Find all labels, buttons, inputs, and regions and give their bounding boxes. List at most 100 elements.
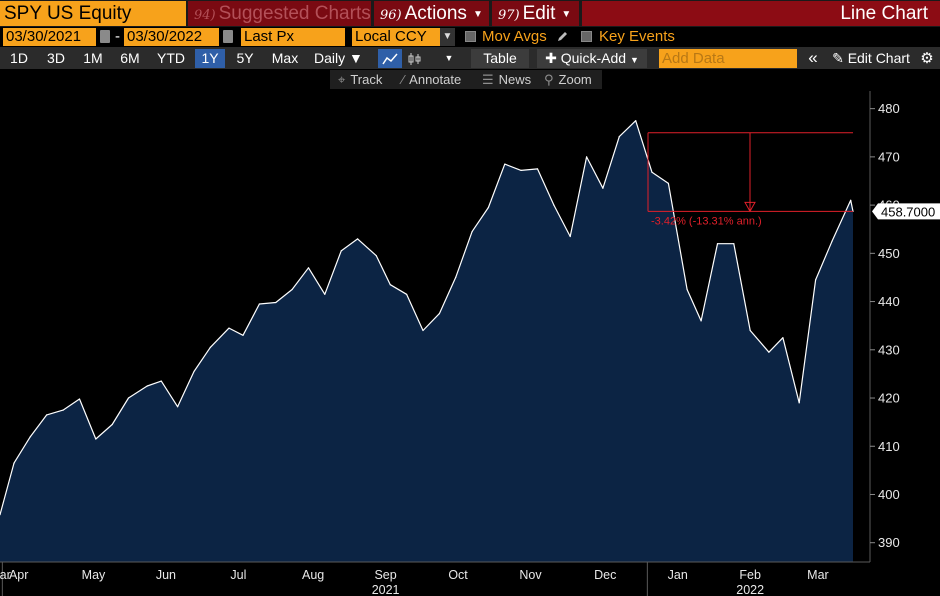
data-point — [146, 385, 148, 387]
data-point — [307, 267, 310, 269]
period-5y[interactable]: 5Y — [236, 50, 254, 66]
data-point — [291, 288, 293, 291]
start-date-field[interactable]: 03/30/2021 — [3, 28, 96, 46]
period-1y[interactable]: 1Y — [195, 49, 225, 68]
chart-type-dropdown[interactable]: ▼ — [444, 53, 454, 63]
candlestick-icon[interactable] — [403, 49, 427, 68]
data-point — [111, 423, 113, 426]
frequency-select[interactable]: Daily ▼ — [309, 49, 371, 68]
y-axis: 390400410420430440450460470480458.7000 — [869, 91, 940, 562]
quick-add-label: Quick-Add — [560, 50, 627, 66]
y-tick-label: 390 — [878, 535, 900, 550]
data-point — [406, 293, 408, 295]
price-chart[interactable]: 390400410420430440450460470480458.7000 M… — [0, 91, 940, 596]
mov-avgs-checkbox[interactable] — [465, 31, 476, 42]
period-max[interactable]: Max — [271, 50, 299, 66]
data-point — [733, 243, 735, 245]
annotate-icon: ∕ — [402, 72, 405, 87]
data-point — [553, 204, 555, 206]
suggested-charts-number: 94) — [194, 8, 216, 23]
track-tool[interactable]: ⌖ Track — [338, 70, 382, 89]
news-icon: ☰ — [482, 72, 494, 87]
x-tick-label: Jun — [156, 568, 176, 582]
parameter-bar: 03/30/2021 - 03/30/2022 Last Px Local CC… — [0, 27, 940, 47]
edit-chart-label: Edit Chart — [847, 50, 910, 66]
y-tick-label: 450 — [878, 246, 900, 261]
chart-tools-bar: ⌖ Track ∕ Annotate ☰ News ⚲ Zoom — [0, 69, 940, 91]
end-date-field[interactable]: 03/30/2022 — [124, 28, 219, 46]
zoom-icon: ⚲ — [544, 72, 554, 87]
actions-label: Actions — [404, 3, 467, 24]
y-tick-label: 410 — [878, 439, 900, 454]
last-price-label: 458.7000 — [881, 204, 935, 219]
y-tick-label: 400 — [878, 487, 900, 502]
data-point — [798, 402, 800, 404]
period-3d[interactable]: 3D — [47, 50, 65, 66]
data-point — [831, 240, 833, 242]
x-year-label: 2022 — [736, 583, 764, 596]
edit-chart-button[interactable]: ✎ Edit Chart — [828, 49, 914, 68]
x-year-label: 2021 — [372, 583, 400, 596]
data-point — [602, 187, 604, 189]
data-point — [536, 168, 539, 170]
news-tool[interactable]: ☰ News — [482, 70, 531, 89]
security-ticker[interactable]: SPY US Equity — [0, 1, 186, 26]
currency-select[interactable]: Local CCY — [352, 28, 440, 46]
title-bar: SPY US Equity 94) Suggested Charts 96) Act… — [0, 0, 940, 27]
x-tick-label: May — [82, 568, 106, 582]
data-point — [340, 250, 342, 252]
table-button[interactable]: Table — [471, 49, 529, 68]
chevron-down-icon[interactable]: ▼ — [440, 28, 455, 46]
data-point — [850, 199, 852, 201]
data-point — [357, 238, 359, 240]
add-data-input[interactable]: Add Data — [659, 49, 797, 68]
collapse-icon[interactable]: « — [808, 48, 818, 67]
x-tick-label: Sep — [374, 568, 396, 582]
data-point — [78, 398, 81, 400]
data-point — [127, 397, 130, 399]
key-events-checkbox[interactable] — [581, 31, 592, 42]
line-chart-icon[interactable] — [378, 49, 402, 68]
x-tick-label: Jul — [230, 568, 246, 582]
quick-add-button[interactable]: ✚ Quick-Add ▼ — [537, 49, 647, 68]
area-fill — [0, 120, 853, 562]
annotation-label: -3.42% (-13.31% ann.) — [651, 215, 762, 227]
last-price-tag — [872, 203, 940, 220]
data-point — [686, 288, 688, 291]
data-point — [422, 329, 424, 332]
price-field-select[interactable]: Last Px — [241, 28, 345, 46]
caret-down-icon: ▼ — [629, 55, 639, 65]
data-point — [29, 436, 31, 438]
key-events-label: Key Events — [599, 28, 675, 45]
plus-icon: ✚ — [545, 50, 557, 66]
y-tick-label: 440 — [878, 294, 900, 309]
chart-tools: ⌖ Track ∕ Annotate ☰ News ⚲ Zoom — [330, 70, 602, 89]
caret-down-icon: ▼ — [349, 50, 363, 66]
period-1d[interactable]: 1D — [10, 50, 28, 66]
data-point — [258, 303, 260, 305]
plot-area — [0, 120, 854, 562]
calendar-icon[interactable] — [223, 30, 233, 43]
x-tick-label: Aug — [302, 568, 324, 582]
change-annotation: -3.42% (-13.31% ann.) — [647, 132, 853, 227]
data-point — [62, 409, 64, 411]
period-6m[interactable]: 6M — [120, 50, 140, 66]
y-tick-label: 430 — [878, 342, 900, 357]
suggested-charts-button[interactable]: 94) Suggested Charts — [188, 1, 371, 26]
period-ytd[interactable]: YTD — [157, 50, 185, 66]
gear-icon[interactable]: ⚙ — [920, 50, 934, 67]
period-1m[interactable]: 1M — [83, 50, 103, 66]
calendar-icon[interactable] — [100, 30, 110, 43]
zoom-tool[interactable]: ⚲ Zoom — [544, 70, 592, 89]
annotate-tool[interactable]: ∕ Annotate — [402, 70, 461, 89]
chart-view-title: Line Chart — [840, 3, 928, 24]
x-tick-label: Mar — [807, 568, 829, 582]
news-label: News — [498, 72, 532, 87]
pencil-icon[interactable] — [556, 30, 569, 43]
actions-menu-button[interactable]: 96) Actions ▼ — [374, 1, 489, 26]
edit-label: Edit — [522, 3, 556, 24]
edit-menu-button[interactable]: 97) Edit ▼ — [492, 1, 579, 26]
annotate-label: Annotate — [409, 72, 462, 87]
crosshair-icon: ⌖ — [338, 72, 346, 87]
data-point — [455, 276, 457, 278]
